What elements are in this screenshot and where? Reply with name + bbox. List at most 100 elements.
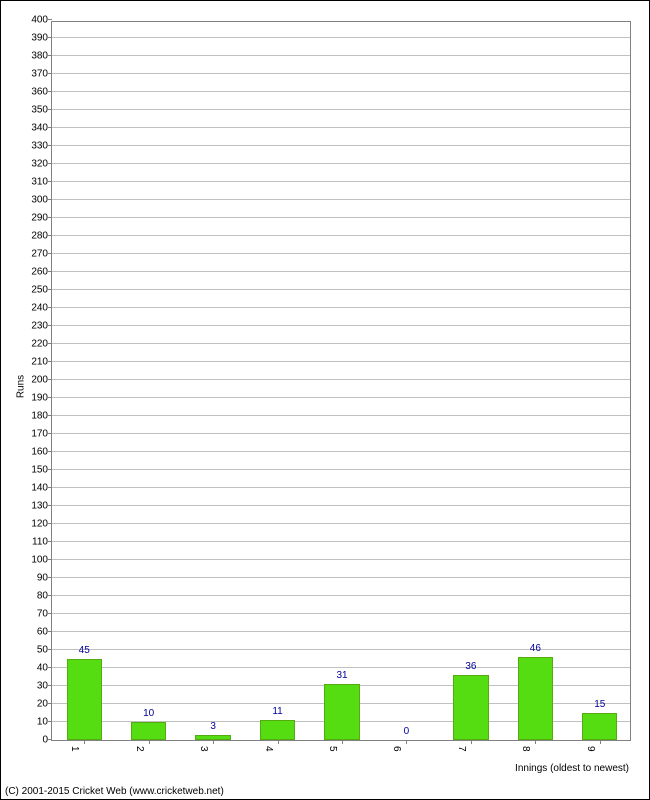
gridline	[52, 289, 630, 290]
bar	[324, 684, 359, 740]
y-axis-label: Runs	[16, 375, 27, 398]
gridline	[52, 73, 630, 74]
gridline	[52, 55, 630, 56]
ytick-label: 270	[31, 249, 52, 260]
gridline	[52, 145, 630, 146]
ytick-label: 20	[37, 699, 52, 710]
ytick-label: 120	[31, 519, 52, 530]
gridline	[52, 469, 630, 470]
ytick-label: 100	[31, 555, 52, 566]
copyright-text: (C) 2001-2015 Cricket Web (www.cricketwe…	[5, 786, 224, 797]
ytick-label: 60	[37, 627, 52, 638]
bar	[582, 713, 617, 740]
gridline	[52, 505, 630, 506]
bar	[260, 720, 295, 740]
gridline	[52, 523, 630, 524]
xtick-label: 1	[69, 746, 80, 752]
ytick-label: 210	[31, 357, 52, 368]
gridline	[52, 343, 630, 344]
ytick-label: 380	[31, 51, 52, 62]
gridline	[52, 541, 630, 542]
x-axis-label: Innings (oldest to newest)	[515, 763, 629, 774]
ytick-label: 40	[37, 663, 52, 674]
gridline	[52, 127, 630, 128]
gridline	[52, 307, 630, 308]
gridline	[52, 235, 630, 236]
ytick-label: 260	[31, 267, 52, 278]
ytick-label: 320	[31, 159, 52, 170]
gridline	[52, 271, 630, 272]
gridline	[52, 37, 630, 38]
gridline	[52, 253, 630, 254]
ytick-label: 240	[31, 303, 52, 314]
gridline	[52, 595, 630, 596]
ytick-label: 170	[31, 429, 52, 440]
ytick-label: 400	[31, 15, 52, 26]
gridline	[52, 199, 630, 200]
gridline	[52, 163, 630, 164]
ytick-label: 300	[31, 195, 52, 206]
gridline	[52, 91, 630, 92]
xtick-mark	[600, 740, 601, 744]
gridline	[52, 559, 630, 560]
bar-value-label: 0	[404, 726, 410, 737]
gridline	[52, 649, 630, 650]
gridline	[52, 109, 630, 110]
xtick-mark	[213, 740, 214, 744]
xtick-mark	[342, 740, 343, 744]
ytick-label: 190	[31, 393, 52, 404]
gridline	[52, 577, 630, 578]
bar	[518, 657, 553, 740]
ytick-label: 80	[37, 591, 52, 602]
ytick-label: 250	[31, 285, 52, 296]
ytick-label: 290	[31, 213, 52, 224]
gridline	[52, 361, 630, 362]
ytick-label: 230	[31, 321, 52, 332]
ytick-label: 110	[32, 537, 52, 548]
gridline	[52, 613, 630, 614]
ytick-label: 200	[31, 375, 52, 386]
xtick-label: 9	[585, 746, 596, 752]
ytick-label: 10	[37, 717, 52, 728]
gridline	[52, 325, 630, 326]
xtick-label: 6	[391, 746, 402, 752]
xtick-label: 8	[520, 746, 531, 752]
xtick-label: 7	[456, 746, 467, 752]
xtick-mark	[84, 740, 85, 744]
gridline	[52, 415, 630, 416]
ytick-label: 330	[31, 141, 52, 152]
bar-value-label: 15	[594, 699, 605, 710]
ytick-label: 220	[31, 339, 52, 350]
ytick-label: 340	[31, 123, 52, 134]
ytick-label: 180	[31, 411, 52, 422]
gridline	[52, 181, 630, 182]
ytick-label: 140	[31, 483, 52, 494]
ytick-label: 280	[31, 231, 52, 242]
ytick-label: 0	[42, 735, 52, 746]
ytick-label: 70	[37, 609, 52, 620]
chart-container: 0102030405060708090100110120130140150160…	[0, 0, 650, 800]
ytick-label: 90	[37, 573, 52, 584]
bar	[131, 722, 166, 740]
ytick-label: 160	[31, 447, 52, 458]
xtick-mark	[149, 740, 150, 744]
bar	[67, 659, 102, 740]
gridline	[52, 397, 630, 398]
ytick-label: 390	[31, 33, 52, 44]
bar-value-label: 46	[530, 643, 541, 654]
bar-value-label: 36	[465, 661, 476, 672]
ytick-label: 370	[31, 69, 52, 80]
ytick-label: 350	[31, 105, 52, 116]
xtick-mark	[278, 740, 279, 744]
bar-value-label: 45	[79, 645, 90, 656]
ytick-label: 360	[31, 87, 52, 98]
bar-value-label: 10	[143, 708, 154, 719]
gridline	[52, 379, 630, 380]
gridline	[52, 433, 630, 434]
ytick-label: 30	[37, 681, 52, 692]
bar-value-label: 3	[210, 721, 216, 732]
gridline	[52, 631, 630, 632]
xtick-mark	[535, 740, 536, 744]
bar-value-label: 11	[272, 706, 282, 717]
xtick-label: 2	[134, 746, 145, 752]
